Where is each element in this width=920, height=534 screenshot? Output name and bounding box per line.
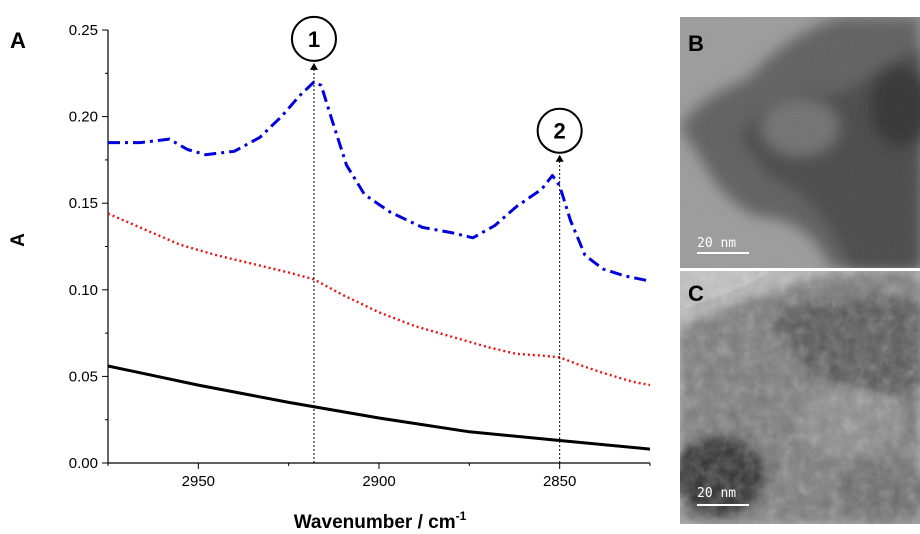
tem-micrograph-b xyxy=(680,17,920,268)
y-axis-label: A xyxy=(8,233,29,247)
scale-bar-c xyxy=(697,504,749,506)
panel-label-b: B xyxy=(688,31,704,56)
tem-micrograph-c xyxy=(680,271,920,524)
x-axis-label: Wavenumber / cm-1 xyxy=(294,509,467,533)
y-tick-label: 0.15 xyxy=(69,195,98,212)
series-line-1 xyxy=(108,80,651,283)
peak-marker-circle-2 xyxy=(536,107,583,154)
tem-image-b: B 20 nm xyxy=(680,17,920,268)
peak-marker-label-1: 1 xyxy=(308,27,320,52)
chart-annotations: 12 xyxy=(290,15,583,463)
peak-marker-arrow-2 xyxy=(555,154,564,162)
chart-axes: 0.00 0.05 0.10 0.15 0.20 0.25 2950 2900 2850 xyxy=(69,22,651,490)
scale-label-b: 20 nm xyxy=(697,236,737,251)
panel-label-a: A xyxy=(10,28,26,53)
scale-label-c: 20 nm xyxy=(697,486,737,501)
peak-marker-circle-1 xyxy=(290,15,337,62)
y-tick-label: 0.10 xyxy=(69,282,98,299)
series-line-3 xyxy=(107,364,651,451)
peak-marker-arrow-1 xyxy=(309,62,318,70)
y-tick-label: 0.05 xyxy=(69,368,98,385)
peak-marker-label-2: 2 xyxy=(554,119,566,144)
scale-bar-b xyxy=(697,252,749,254)
x-tick-label: 2900 xyxy=(362,473,395,490)
y-tick-label: 0.20 xyxy=(69,109,98,126)
series-line-2 xyxy=(107,212,651,387)
x-tick-label: 2950 xyxy=(182,473,215,490)
x-axis-label-superscript: -1 xyxy=(456,509,467,523)
y-tick-label: 0.00 xyxy=(69,455,98,472)
x-tick-label: 2850 xyxy=(543,473,576,490)
panel-label-c: C xyxy=(688,281,704,306)
chart-series xyxy=(107,80,651,451)
tem-image-c: C 20 nm xyxy=(680,271,920,524)
y-tick-label: 0.25 xyxy=(69,22,98,39)
